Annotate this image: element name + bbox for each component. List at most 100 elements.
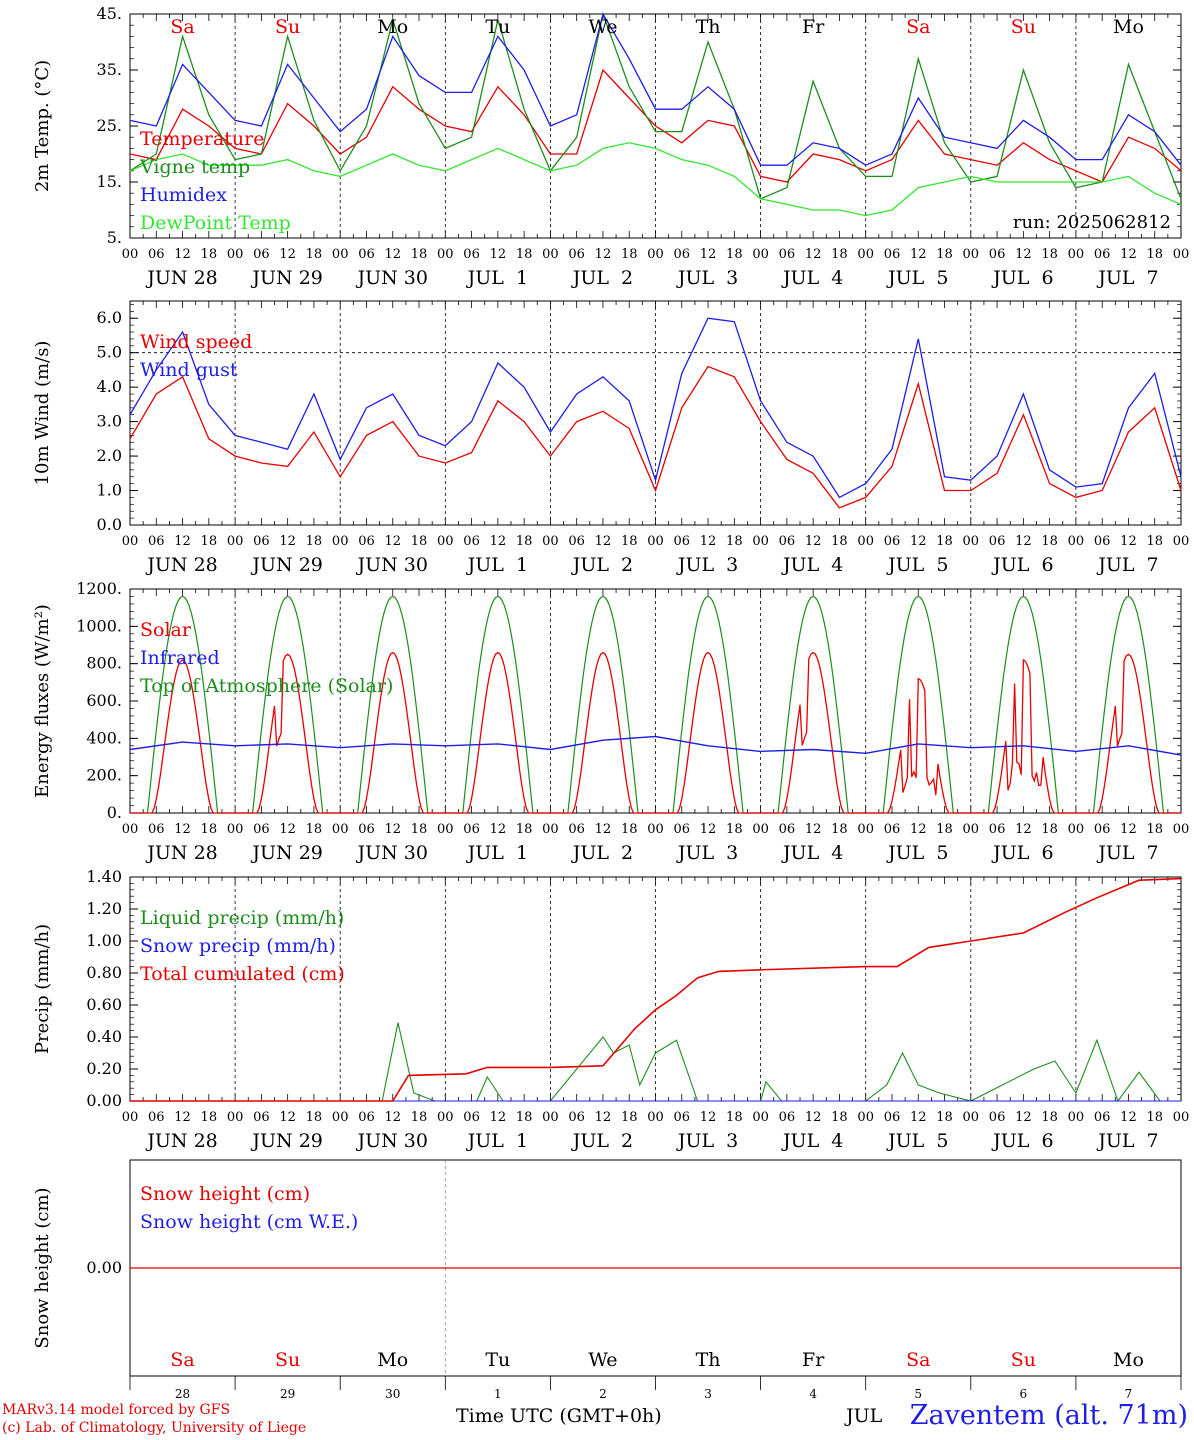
series-wind-speed (129, 365, 1182, 509)
legend-entry: Vigne temp (139, 156, 250, 178)
date-label: JUL 3 (676, 267, 738, 289)
hour-tick-label: 18 (1146, 1110, 1163, 1125)
legend-entry: Wind speed (140, 331, 252, 353)
hour-tick-label: 18 (621, 822, 638, 837)
hour-tick-label: 18 (306, 1110, 323, 1125)
hour-tick-label: 00 (752, 822, 769, 837)
hour-tick-label: 00 (857, 534, 874, 549)
hour-tick-label: 06 (358, 247, 375, 262)
date-label: JUN 28 (145, 1130, 217, 1152)
hour-tick-label: 18 (1041, 534, 1058, 549)
hour-tick-label: 12 (700, 1110, 717, 1125)
date-label: JUL 4 (781, 1130, 843, 1152)
hour-tick-label: 00 (647, 822, 664, 837)
hour-tick-label: 12 (279, 534, 296, 549)
hour-tick-label: 18 (621, 247, 638, 262)
hour-tick-label: 06 (148, 247, 165, 262)
hour-tick-label: 12 (279, 822, 296, 837)
panel-frame (129, 588, 1182, 814)
hour-tick-label: 18 (306, 247, 323, 262)
hour-tick-label: 18 (831, 247, 848, 262)
weekday-label: We (588, 16, 617, 38)
weekday-label: Mo (377, 16, 408, 38)
hour-tick-label: 12 (1120, 822, 1137, 837)
weekday-label: Mo (1113, 1349, 1144, 1371)
hour-tick-label: 00 (963, 822, 980, 837)
hour-tick-label: 12 (174, 1110, 191, 1125)
day-number: 28 (175, 1387, 190, 1401)
hour-tick-label: 06 (674, 822, 691, 837)
date-label: JUL 1 (466, 554, 528, 576)
hour-tick-label: 12 (174, 247, 191, 262)
legend-entry: Solar (140, 619, 192, 641)
hour-tick-label: 18 (1146, 534, 1163, 549)
hour-tick-label: 12 (384, 822, 401, 837)
weekday-label: Su (275, 16, 300, 38)
hour-tick-label: 06 (989, 247, 1006, 262)
hour-tick-label: 18 (621, 534, 638, 549)
date-label: JUL 6 (991, 1130, 1053, 1152)
date-label: JUL 5 (886, 554, 948, 576)
day-number: 7 (1125, 1387, 1133, 1401)
date-label: JUN 29 (250, 554, 322, 576)
hour-tick-label: 18 (516, 247, 533, 262)
run-label: run: 2025062812 (1013, 212, 1171, 233)
hour-tick-label: 00 (542, 534, 559, 549)
hour-tick-label: 00 (437, 1110, 454, 1125)
y-tick-label: 5.0 (97, 343, 122, 362)
hour-tick-label: 00 (122, 534, 139, 549)
hour-tick-label: 06 (568, 534, 585, 549)
hour-tick-label: 18 (201, 534, 218, 549)
date-label: JUL 2 (571, 267, 633, 289)
day-number: 5 (914, 1387, 922, 1401)
hour-tick-label: 12 (1120, 534, 1137, 549)
hour-tick-label: 06 (463, 247, 480, 262)
hour-tick-label: 12 (805, 247, 822, 262)
weekday-label: Mo (1113, 16, 1144, 38)
legend-entry: DewPoint Temp (140, 212, 291, 234)
weekday-label: Su (275, 1349, 300, 1371)
hour-tick-label: 12 (805, 534, 822, 549)
hour-tick-label: 18 (1041, 1110, 1058, 1125)
date-label: JUL 1 (466, 1130, 528, 1152)
hour-tick-label: 12 (384, 1110, 401, 1125)
hour-tick-label: 12 (279, 1110, 296, 1125)
y-tick-label: 0.20 (86, 1059, 122, 1078)
hour-tick-label: 18 (516, 822, 533, 837)
y-tick-label: 0.0 (97, 515, 122, 534)
date-label: JUN 29 (250, 1130, 322, 1152)
date-label: JUL 2 (571, 842, 633, 864)
date-label: JUL 7 (1096, 842, 1158, 864)
hour-tick-label: 18 (726, 534, 743, 549)
hour-tick-label: 12 (910, 534, 927, 549)
hour-tick-label: 12 (1120, 1110, 1137, 1125)
date-label: JUL 6 (991, 267, 1053, 289)
date-label: JUL 6 (991, 842, 1053, 864)
day-number: 4 (809, 1387, 817, 1401)
y-tick-label: 400. (86, 728, 122, 747)
hour-tick-label: 00 (647, 1110, 664, 1125)
hour-tick-label: 12 (595, 534, 612, 549)
hour-tick-label: 06 (253, 822, 270, 837)
hour-tick-label: 00 (963, 247, 980, 262)
y-tick-label: 0.00 (86, 1091, 122, 1110)
hour-tick-label: 06 (253, 534, 270, 549)
y-tick-label: 1.20 (86, 899, 122, 918)
hour-tick-label: 06 (674, 534, 691, 549)
hour-tick-label: 06 (253, 1110, 270, 1125)
legend-entry: Top of Atmosphere (Solar) (140, 675, 393, 697)
date-label: JUL 3 (676, 1130, 738, 1152)
hour-tick-label: 00 (227, 534, 244, 549)
y-tick-label: 15. (97, 172, 122, 191)
series-humidex (129, 12, 1182, 166)
y-tick-label: 0.40 (86, 1027, 122, 1046)
hour-tick-label: 18 (306, 534, 323, 549)
y-tick-label: 800. (86, 654, 122, 673)
weekday-label: Tu (485, 1349, 510, 1371)
hour-tick-label: 12 (384, 534, 401, 549)
hour-tick-label: 06 (568, 822, 585, 837)
weekday-label: Mo (377, 1349, 408, 1371)
weekday-label: We (588, 1349, 617, 1371)
hour-tick-label: 18 (201, 822, 218, 837)
day-number: 29 (280, 1387, 295, 1401)
